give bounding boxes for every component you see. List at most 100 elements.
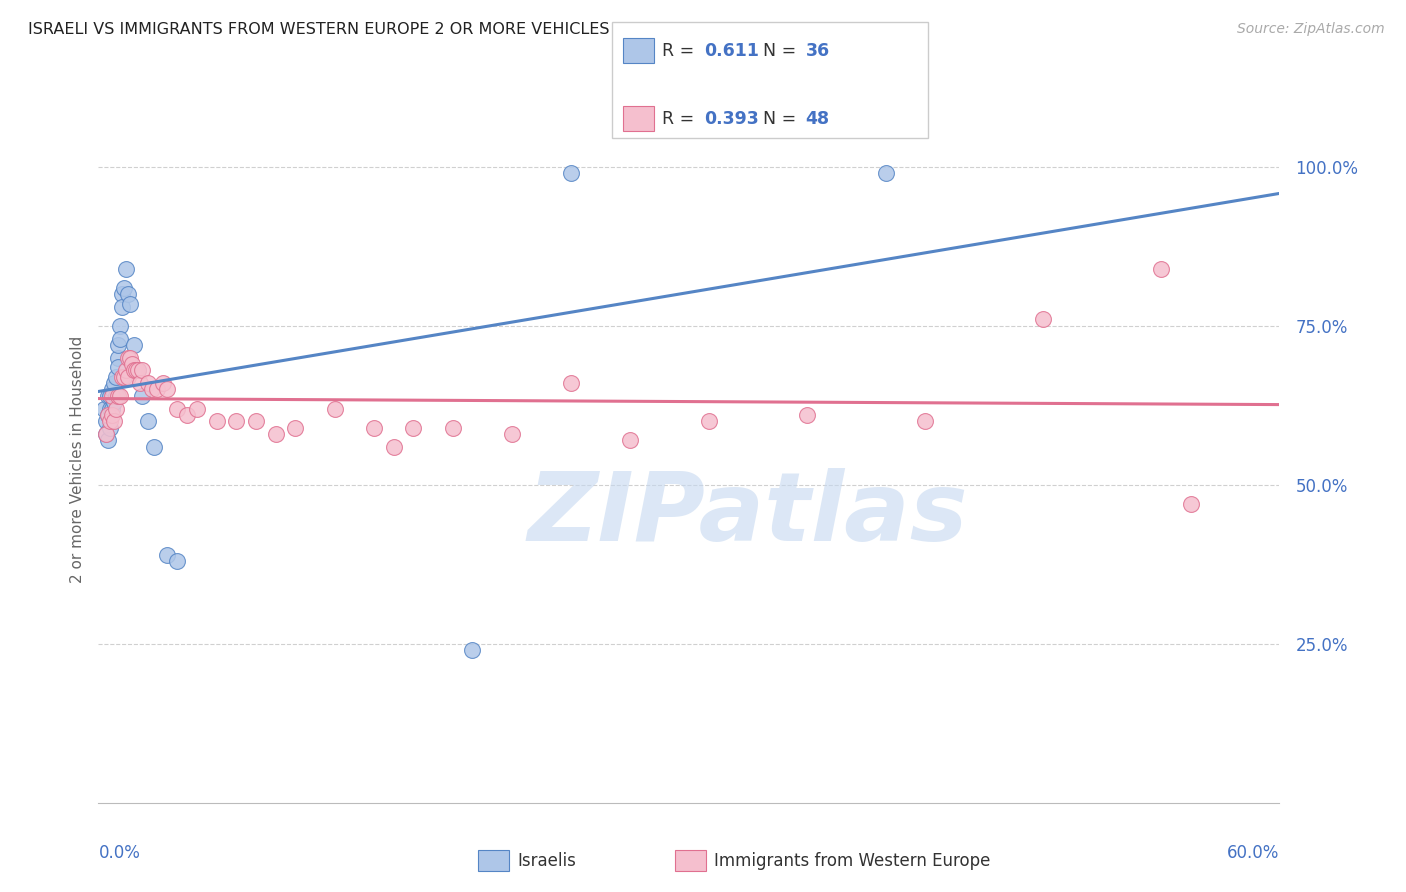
Y-axis label: 2 or more Vehicles in Household: 2 or more Vehicles in Household: [69, 335, 84, 583]
Point: [118, 351, 141, 365]
Point: [108, 389, 131, 403]
Point: [117, 287, 139, 301]
Point: [122, 338, 145, 352]
Point: [105, 389, 128, 403]
Text: 0.393: 0.393: [704, 110, 759, 128]
Point: [98, 414, 121, 428]
Point: [186, 401, 208, 416]
Point: [156, 383, 179, 397]
Text: Immigrants from Western Europe: Immigrants from Western Europe: [714, 852, 991, 870]
Point: [363, 420, 385, 434]
Text: N =: N =: [763, 42, 803, 60]
Point: [101, 383, 124, 397]
Point: [264, 426, 287, 441]
Point: [97, 434, 120, 448]
Point: [108, 332, 131, 346]
Point: [1150, 261, 1173, 276]
Point: [117, 369, 139, 384]
Point: [225, 414, 247, 428]
Point: [156, 548, 179, 562]
Point: [146, 383, 169, 397]
Point: [560, 376, 582, 390]
Point: [101, 408, 124, 422]
Point: [127, 363, 149, 377]
Point: [97, 408, 120, 422]
Text: N =: N =: [763, 110, 803, 128]
Point: [382, 440, 405, 454]
Point: [101, 389, 124, 403]
Point: [112, 369, 135, 384]
Point: [96, 426, 118, 441]
Point: [117, 351, 139, 365]
Text: Israelis: Israelis: [517, 852, 576, 870]
Point: [284, 420, 307, 434]
Point: [125, 363, 148, 377]
Point: [323, 401, 346, 416]
Point: [402, 420, 425, 434]
Point: [107, 338, 129, 352]
Point: [205, 414, 228, 428]
Point: [111, 369, 134, 384]
Point: [107, 389, 129, 403]
Text: ISRAELI VS IMMIGRANTS FROM WESTERN EUROPE 2 OR MORE VEHICLES IN HOUSEHOLD CORREL: ISRAELI VS IMMIGRANTS FROM WESTERN EUROP…: [28, 22, 918, 37]
Text: 36: 36: [806, 42, 830, 60]
Point: [560, 166, 582, 180]
Point: [141, 383, 163, 397]
Point: [98, 401, 121, 416]
Point: [97, 408, 120, 422]
Point: [105, 401, 128, 416]
Text: R =: R =: [662, 42, 700, 60]
Point: [103, 395, 125, 409]
Point: [107, 360, 129, 375]
Point: [97, 389, 120, 403]
Point: [115, 261, 138, 276]
Point: [121, 357, 143, 371]
Text: Source: ZipAtlas.com: Source: ZipAtlas.com: [1237, 22, 1385, 37]
Point: [875, 166, 897, 180]
Text: 0.0%: 0.0%: [98, 844, 141, 862]
Text: 60.0%: 60.0%: [1227, 844, 1279, 862]
Point: [136, 414, 159, 428]
Point: [166, 401, 188, 416]
Point: [93, 401, 115, 416]
Point: [115, 363, 138, 377]
Point: [103, 414, 125, 428]
Point: [111, 287, 134, 301]
Point: [176, 408, 198, 422]
Point: [101, 401, 124, 416]
Text: 48: 48: [806, 110, 830, 128]
Point: [98, 420, 121, 434]
Point: [108, 318, 131, 333]
Point: [136, 376, 159, 390]
Point: [98, 389, 121, 403]
Point: [127, 363, 149, 377]
Point: [619, 434, 641, 448]
Point: [1032, 312, 1054, 326]
Point: [96, 426, 118, 441]
Point: [142, 440, 165, 454]
Text: ZIPatlas: ZIPatlas: [527, 467, 969, 561]
Point: [128, 376, 150, 390]
Point: [105, 369, 128, 384]
Point: [118, 296, 141, 310]
Text: 0.611: 0.611: [704, 42, 759, 60]
Point: [166, 554, 188, 568]
Text: R =: R =: [662, 110, 700, 128]
Point: [122, 363, 145, 377]
Point: [103, 376, 125, 390]
Point: [441, 420, 464, 434]
Point: [131, 363, 153, 377]
Point: [1180, 497, 1202, 511]
Point: [111, 300, 134, 314]
Point: [107, 351, 129, 365]
Point: [131, 389, 153, 403]
Point: [112, 281, 135, 295]
Point: [96, 414, 118, 428]
Point: [461, 643, 484, 657]
Point: [914, 414, 936, 428]
Point: [245, 414, 267, 428]
Point: [697, 414, 720, 428]
Point: [796, 408, 818, 422]
Point: [501, 426, 523, 441]
Point: [152, 376, 174, 390]
